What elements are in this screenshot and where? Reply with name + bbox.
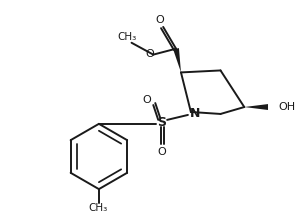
Text: CH₃: CH₃ (117, 32, 136, 42)
Polygon shape (173, 48, 181, 72)
Text: O: O (145, 49, 154, 59)
Text: S: S (157, 116, 166, 129)
Text: O: O (158, 147, 167, 157)
Text: O: O (142, 95, 151, 105)
Text: CH₃: CH₃ (88, 203, 108, 213)
Text: N: N (190, 107, 200, 121)
Polygon shape (244, 104, 268, 110)
Text: OH: OH (278, 102, 295, 112)
Text: O: O (156, 15, 164, 25)
